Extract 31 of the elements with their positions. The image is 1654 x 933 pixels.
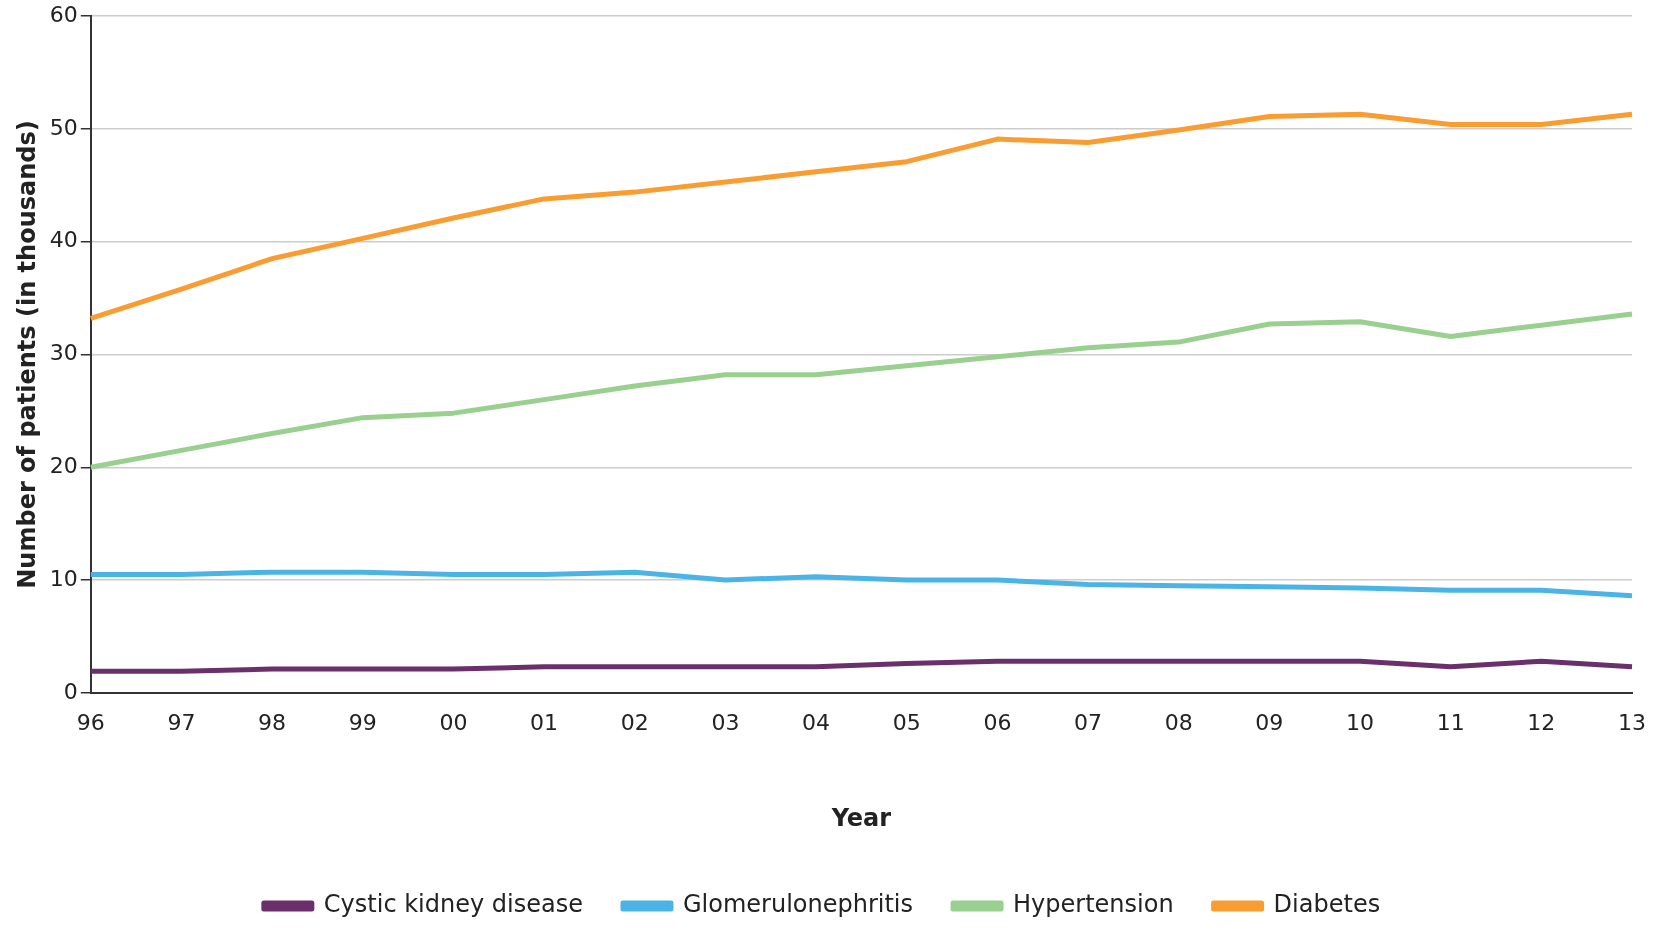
x-tick-label: 13 [1618,709,1646,735]
x-tick-label: 11 [1436,709,1465,735]
x-tick-label: 08 [1164,709,1193,735]
x-tick-label: 01 [530,709,559,735]
y-tick-label: 50 [49,114,78,140]
x-tick-label: 96 [76,709,105,735]
y-tick-label: 20 [49,452,78,478]
x-tick-label: 04 [802,709,831,735]
x-tick-label: 10 [1346,709,1375,735]
y-tick-label: 60 [49,1,78,27]
legend-label: Diabetes [1273,890,1381,919]
x-tick-label: 05 [892,709,921,735]
x-tick-label: 00 [439,709,468,735]
legend-label: Cystic kidney disease [323,890,583,919]
y-axis-title: Number of patients (in thousands) [12,120,41,589]
x-tick-label: 97 [167,709,196,735]
x-axis-title: Year [830,803,892,832]
y-tick-label: 40 [49,227,78,253]
x-tick-label: 12 [1527,709,1556,735]
legend-label: Hypertension [1013,890,1174,919]
y-tick-label: 0 [63,678,78,704]
x-tick-label: 09 [1255,709,1284,735]
x-tick-label: 03 [711,709,740,735]
y-tick-label: 30 [49,340,78,366]
x-tick-label: 06 [983,709,1012,735]
x-tick-label: 99 [348,709,377,735]
x-tick-label: 02 [620,709,649,735]
x-tick-label: 07 [1074,709,1103,735]
x-tick-label: 98 [258,709,287,735]
legend-label: Glomerulonephritis [682,890,914,919]
y-tick-label: 10 [49,565,78,591]
